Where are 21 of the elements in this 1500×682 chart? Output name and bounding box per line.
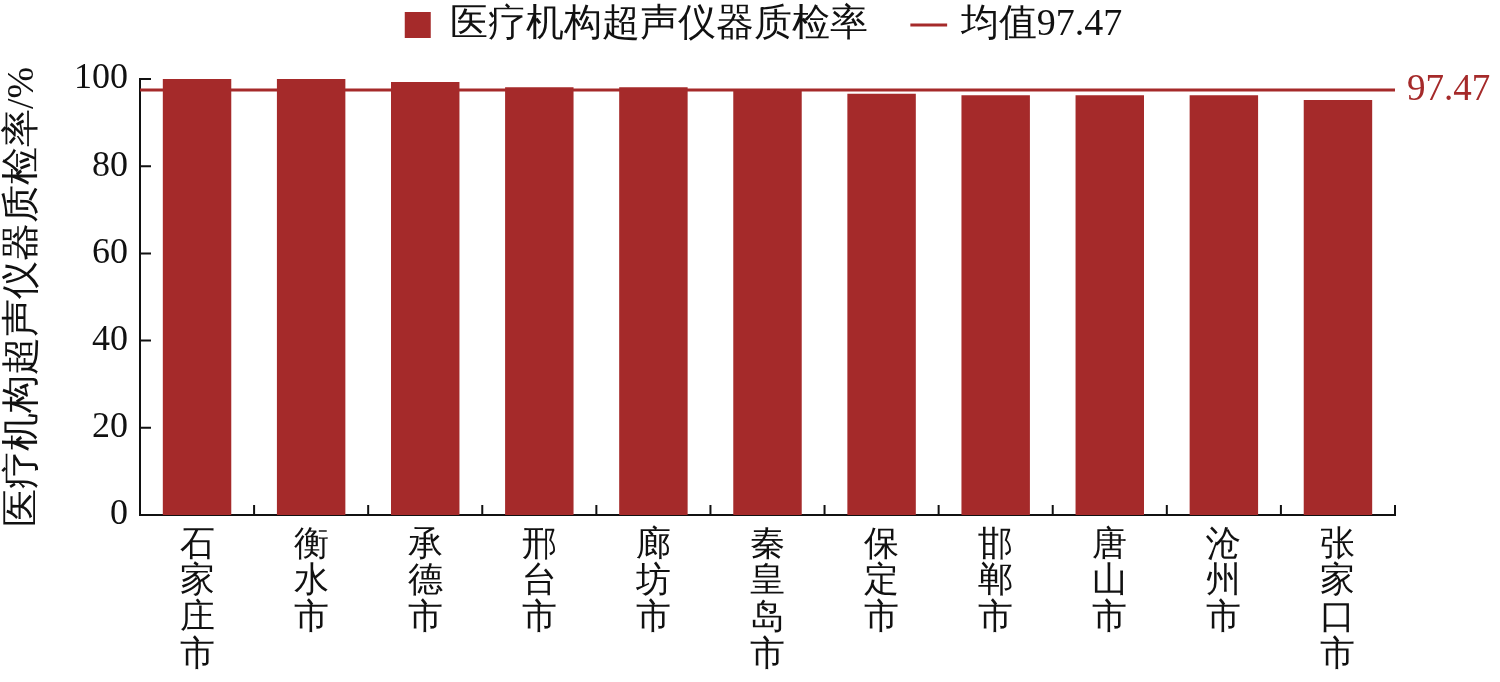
legend-label: 均值97.47 (959, 0, 1123, 43)
legend-label: 医疗机构超声仪器质检率 (449, 0, 868, 43)
x-tick-label: 张家口市 (1320, 523, 1356, 673)
y-tick-label: 60 (92, 230, 128, 271)
x-tick-label: 衡水市 (293, 523, 329, 637)
y-axis-title: 医疗机构超声仪器质检率/% (0, 66, 41, 528)
y-tick-label: 80 (92, 143, 128, 184)
x-tick-label: 廊坊市 (634, 523, 671, 637)
y-tick-label: 100 (74, 56, 128, 97)
x-tick-label: 沧州市 (1206, 523, 1242, 637)
y-tick-label: 20 (92, 405, 128, 446)
x-tick-label: 承德市 (407, 523, 443, 637)
x-tick-label: 石家庄市 (179, 523, 215, 673)
x-tick-label: 唐山市 (1092, 523, 1128, 637)
text: 97.47 (1407, 66, 1491, 108)
x-tick-label: 邯郸市 (978, 523, 1014, 637)
y-tick-label: 0 (110, 492, 128, 533)
y-tick-label: 40 (92, 318, 128, 359)
x-tick-label: 邢台市 (521, 523, 557, 637)
x-tick-label: 保定市 (864, 523, 900, 637)
x-tick-label: 秦皇岛市 (750, 523, 785, 673)
